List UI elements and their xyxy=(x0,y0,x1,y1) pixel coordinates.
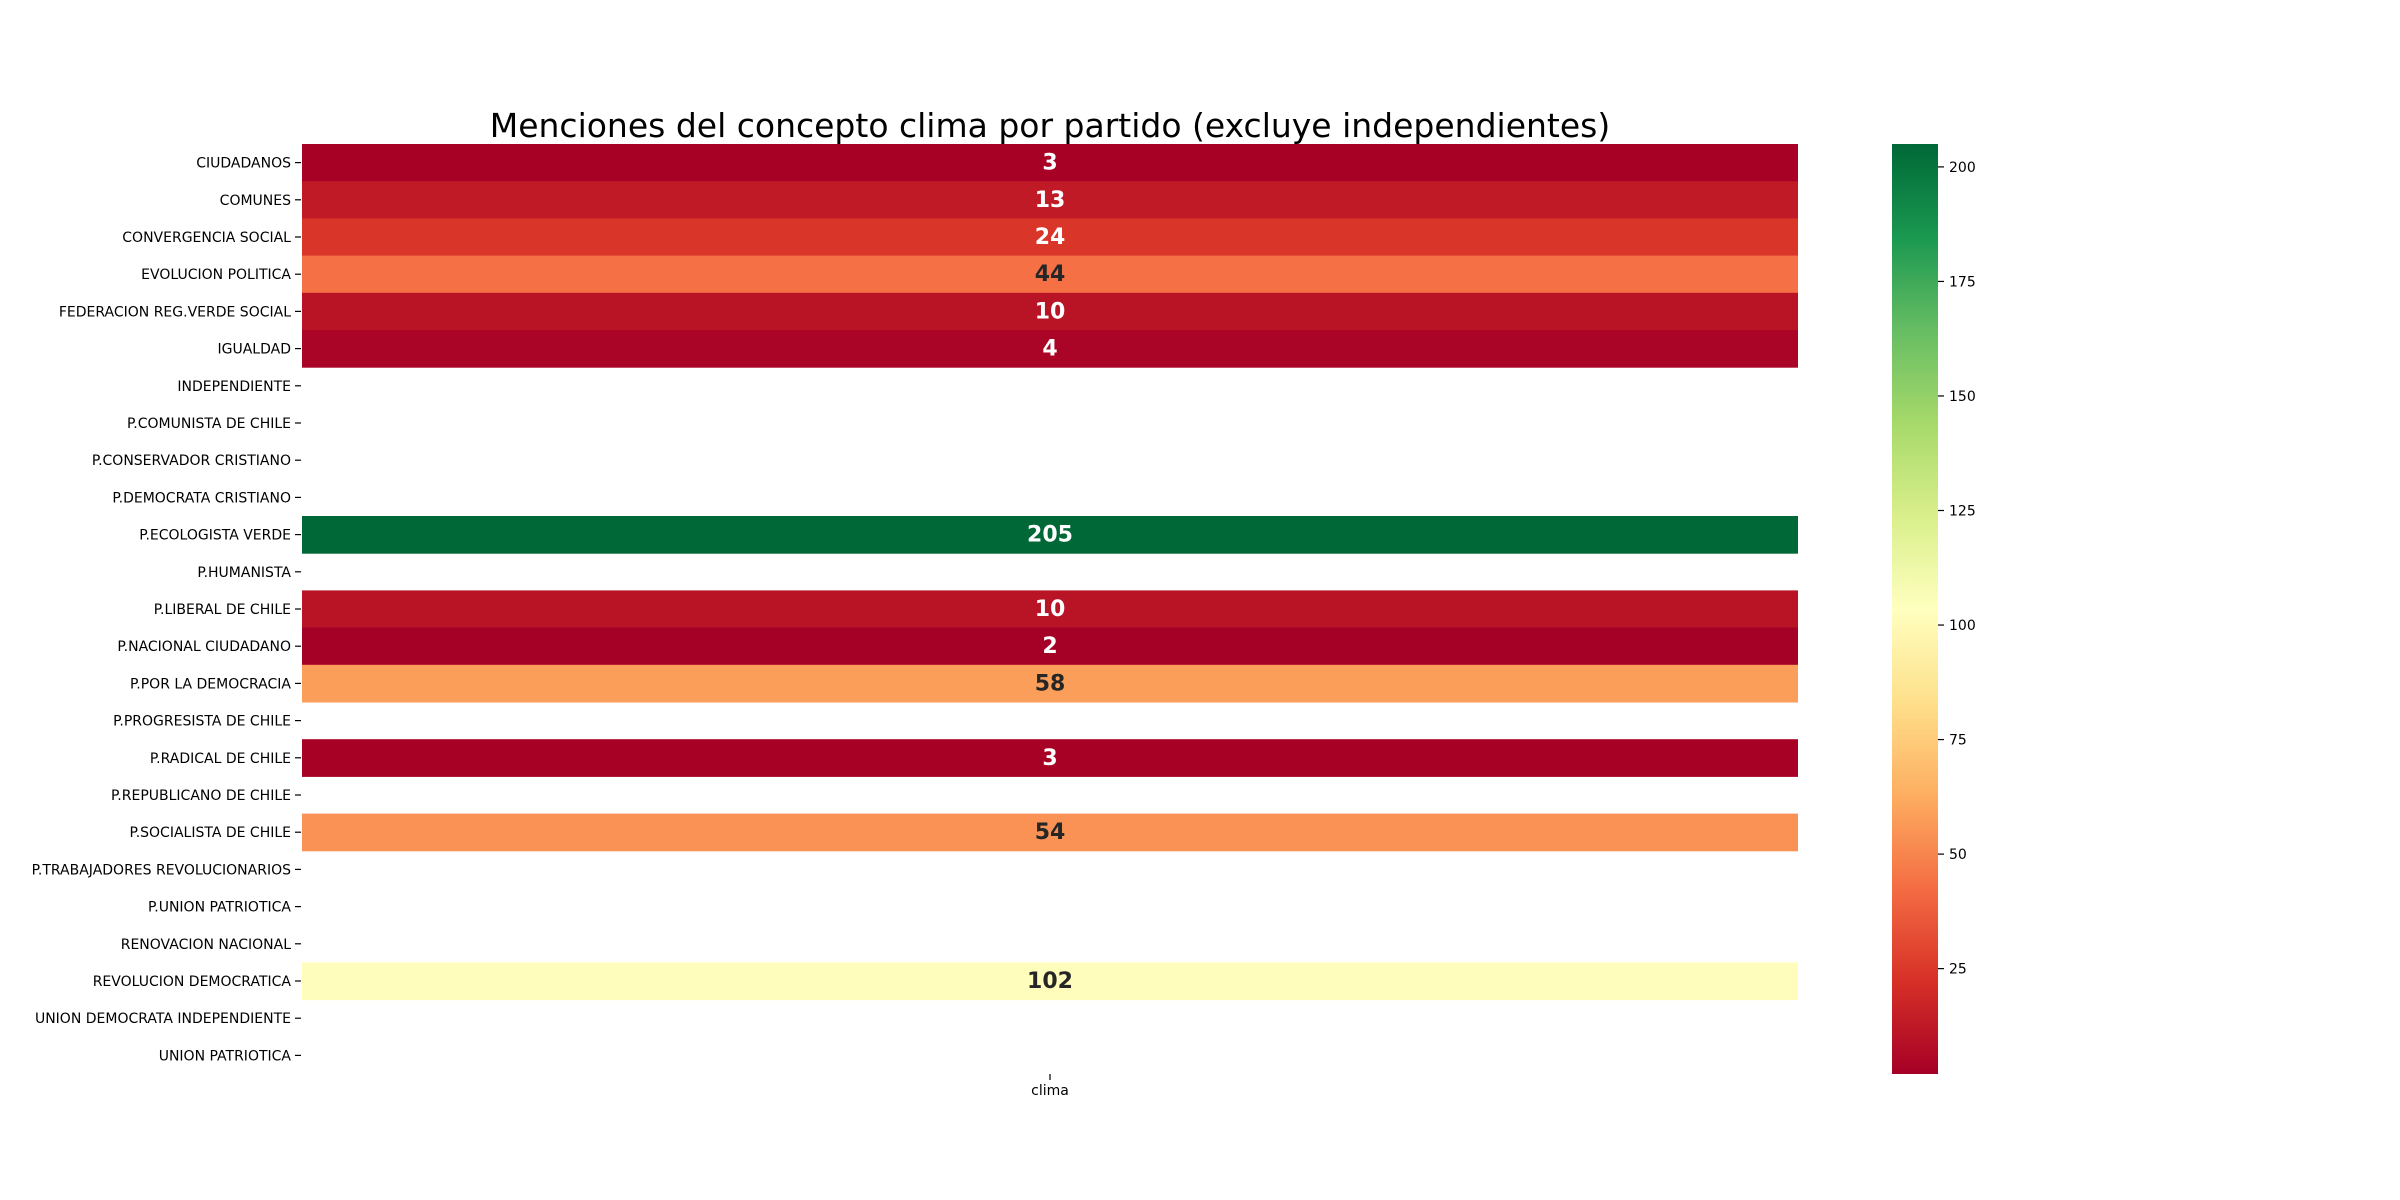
heatmap-cell-igualdad xyxy=(302,330,1798,368)
cell-value-label: 4 xyxy=(1042,337,1057,362)
heatmap-cell-p-nacional-ciudadano xyxy=(302,627,1798,666)
y-tick-label-p-trabajadores-revolucionarios: P.TRABAJADORES REVOLUCIONARIOS xyxy=(32,862,291,878)
x-tick-label-clima: clima xyxy=(1031,1083,1069,1099)
cell-value-label: 3 xyxy=(1042,151,1057,176)
y-tick-label-p-ecologista-verde: P.ECOLOGISTA VERDE xyxy=(139,528,291,544)
row-tick-labels: CIUDADANOS COMUNES CONVERGENCIA SOCIAL EVOL… xyxy=(32,156,301,1064)
y-tick-label-igualdad: IGUALDAD xyxy=(218,342,292,358)
heatmap-cell-p-ecologista-verde xyxy=(302,516,1798,554)
heatmap-cell-ciudadanos xyxy=(302,144,1798,182)
y-tick-label-p-por-la-democracia: P.POR LA DEMOCRACIA xyxy=(130,676,291,692)
y-tick-label-p-nacional-ciudadano: P.NACIONAL CIUDADANO xyxy=(117,639,291,655)
colorbar-tick-label: 100 xyxy=(1949,618,1976,634)
cell-value-label: 10 xyxy=(1035,597,1066,622)
y-tick-label-evolucion-politica: EVOLUCION POLITICA xyxy=(141,267,291,283)
cell-value-label: 58 xyxy=(1035,671,1066,696)
y-tick-label-revolucion-democratica: REVOLUCION DEMOCRATICA xyxy=(93,974,292,990)
heatmap-cell-comunes xyxy=(302,181,1798,219)
heatmap-cells xyxy=(302,144,1798,1001)
heatmap-cell-p-socialista-de-chile xyxy=(302,813,1798,852)
colorbar-gradient xyxy=(1892,144,1938,1074)
y-tick-label-p-union-patriotica: P.UNION PATRIOTICA xyxy=(148,900,291,916)
cell-value-label: 44 xyxy=(1035,262,1066,287)
colorbar-tick-label: 175 xyxy=(1949,274,1976,290)
y-tick-label-p-humanista: P.HUMANISTA xyxy=(197,565,291,581)
y-tick-label-union-patriotica: UNION PATRIOTICA xyxy=(159,1048,292,1064)
y-tick-label-p-liberal-de-chile: P.LIBERAL DE CHILE xyxy=(154,602,291,618)
cell-value-label: 54 xyxy=(1035,820,1066,845)
y-tick-label-comunes: COMUNES xyxy=(220,193,291,209)
heatmap-cell-revolucion-democratica xyxy=(302,962,1798,1001)
colorbar-tick-label: 50 xyxy=(1949,847,1967,863)
y-tick-label-p-conservador-cristiano: P.CONSERVADOR CRISTIANO xyxy=(92,453,291,469)
cell-value-label: 102 xyxy=(1027,969,1073,994)
chart-title: Menciones del concepto clima por partido… xyxy=(490,106,1611,145)
cell-value-label: 10 xyxy=(1035,299,1066,324)
cell-value-label: 13 xyxy=(1035,188,1066,213)
colorbar-tick-label: 125 xyxy=(1949,504,1976,520)
y-tick-label-union-democrata-independiente: UNION DEMOCRATA INDEPENDIENTE xyxy=(35,1011,291,1027)
cell-value-label: 24 xyxy=(1035,225,1066,250)
colorbar: 25 50 75 100 125 150 175 200 xyxy=(1892,144,1976,1074)
colorbar-tick-label: 200 xyxy=(1949,160,1976,176)
y-tick-label-p-democrata-cristiano: P.DEMOCRATA CRISTIANO xyxy=(112,490,291,506)
heatmap-cell-evolucion-politica xyxy=(302,255,1798,294)
y-tick-label-p-comunista-de-chile: P.COMUNISTA DE CHILE xyxy=(127,416,291,432)
y-tick-label-p-progresista-de-chile: P.PROGRESISTA DE CHILE xyxy=(113,714,291,730)
cell-value-label: 205 xyxy=(1027,523,1073,548)
y-tick-label-independiente: INDEPENDIENTE xyxy=(177,379,291,395)
y-tick-label-renovacion-nacional: RENOVACION NACIONAL xyxy=(121,937,291,953)
colorbar-tick-label: 150 xyxy=(1949,389,1976,405)
heatmap-cell-federacion-reg-verde-social xyxy=(302,292,1798,331)
cell-value-label: 3 xyxy=(1042,746,1057,771)
y-tick-label-p-socialista-de-chile: P.SOCIALISTA DE CHILE xyxy=(129,825,291,841)
heatmap-cell-convergencia-social xyxy=(302,218,1798,257)
heatmap-cell-p-por-la-democracia xyxy=(302,664,1798,703)
colorbar-tick-label: 25 xyxy=(1949,962,1967,978)
y-tick-label-p-radical-de-chile: P.RADICAL DE CHILE xyxy=(150,751,291,767)
cell-value-label: 2 xyxy=(1042,634,1057,659)
heatmap-cell-p-liberal-de-chile xyxy=(302,590,1798,629)
heatmap-cell-p-radical-de-chile xyxy=(302,739,1798,777)
colorbar-ticks: 25 50 75 100 125 150 175 200 xyxy=(1938,160,1976,978)
x-axis: clima xyxy=(1031,1074,1069,1099)
colorbar-tick-label: 75 xyxy=(1949,733,1967,749)
y-tick-label-federacion-reg-verde-social: FEDERACION REG.VERDE SOCIAL xyxy=(59,304,291,320)
y-tick-label-ciudadanos: CIUDADANOS xyxy=(196,156,291,172)
y-tick-label-p-republicano-de-chile: P.REPUBLICANO DE CHILE xyxy=(111,788,291,804)
y-tick-label-convergencia-social: CONVERGENCIA SOCIAL xyxy=(122,230,291,246)
